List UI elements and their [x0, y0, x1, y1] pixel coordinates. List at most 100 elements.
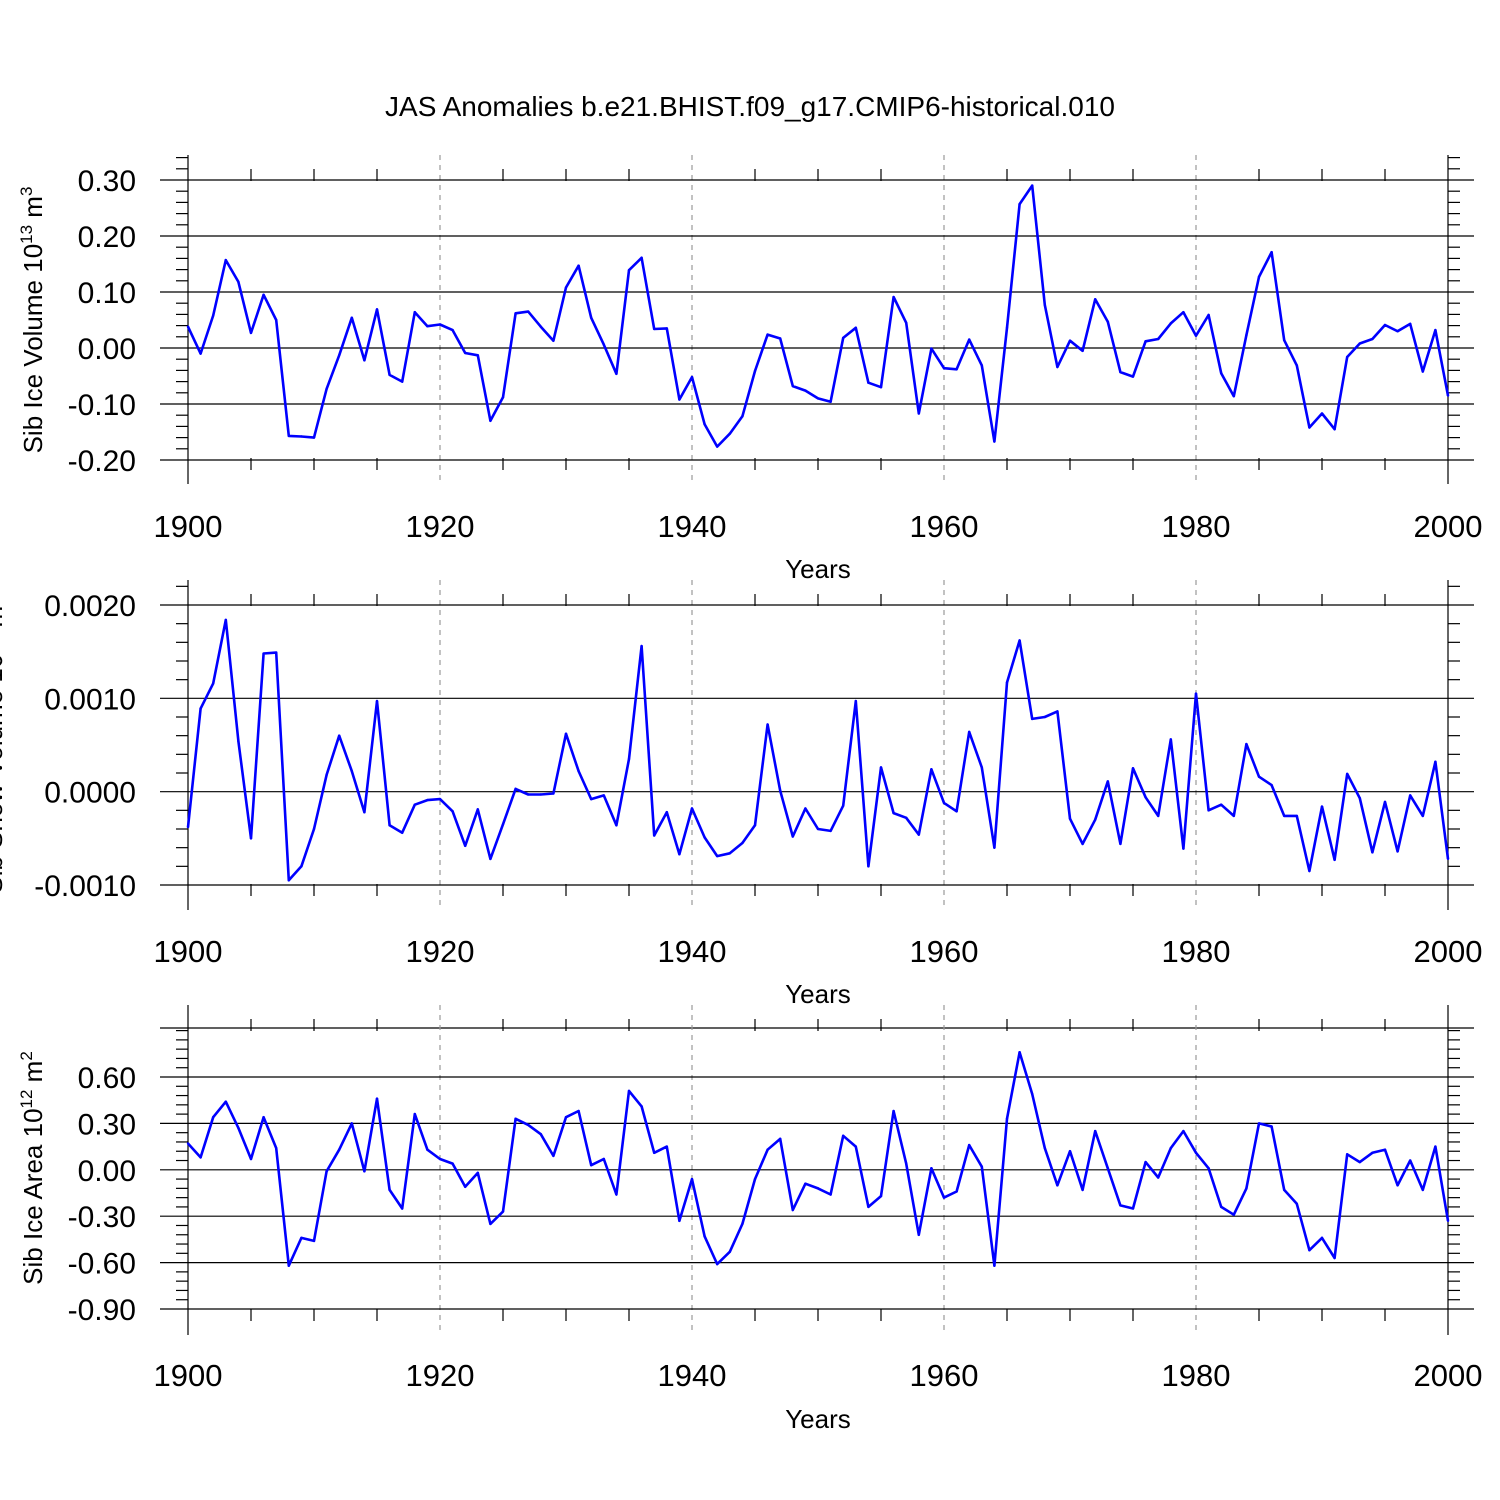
data-point [1434, 1145, 1437, 1148]
data-point [237, 280, 240, 284]
data-point [1106, 1167, 1110, 1170]
y-tick-label: -0.60 [68, 1248, 136, 1281]
data-point [1358, 1160, 1362, 1164]
data-point [590, 316, 593, 319]
data-point [1119, 1204, 1122, 1207]
data-point [577, 769, 580, 773]
data-point [1346, 355, 1349, 359]
data-point [1283, 1188, 1286, 1192]
data-point [552, 792, 555, 795]
x-tick-label: 1920 [406, 509, 475, 544]
data-point [955, 1190, 958, 1193]
data-point [678, 1219, 681, 1223]
data-point [829, 1193, 832, 1196]
data-point [741, 841, 744, 845]
data-point [388, 824, 391, 827]
data-point [1308, 1249, 1311, 1252]
data-point [1157, 814, 1160, 818]
data-point [753, 1177, 757, 1181]
data-point [438, 797, 442, 801]
x-tick-label: 1940 [658, 509, 727, 544]
data-point [955, 368, 958, 371]
x-tick-label: 1980 [1162, 934, 1231, 969]
data-point [703, 836, 706, 839]
data-point [804, 389, 807, 392]
data-point [942, 366, 946, 370]
data-point [451, 328, 454, 332]
data-point [1169, 1146, 1173, 1150]
data-point [930, 1167, 933, 1170]
data-point [1346, 772, 1349, 776]
series-line [186, 618, 1450, 882]
data-point [476, 354, 479, 357]
data-point [1371, 1151, 1374, 1154]
data-point [627, 757, 631, 761]
data-point [942, 801, 946, 805]
data-point [766, 1148, 769, 1151]
chart-title: JAS Anomalies b.e21.BHIST.f09_g17.CMIP6-… [385, 91, 1115, 122]
data-point [1182, 1129, 1185, 1133]
data-point [300, 1236, 303, 1240]
data-point [1182, 310, 1185, 314]
data-point [338, 354, 341, 357]
panel-3: -0.90 -0.60 -0.30 0.00 0.30 0.60 1900 1920 1940 1… [17, 1005, 1482, 1434]
x-tick-label: 1960 [910, 934, 979, 969]
y-tick-label: -0.10 [68, 389, 136, 422]
data-point [690, 1177, 694, 1181]
data-point [262, 1116, 265, 1119]
data-point [879, 1194, 883, 1198]
data-point [1346, 1153, 1349, 1156]
data-point [1295, 364, 1299, 367]
data-point [1446, 1219, 1450, 1223]
data-point [1157, 1176, 1160, 1179]
data-point [615, 372, 618, 375]
data-point [287, 1264, 290, 1267]
data-point [275, 318, 278, 322]
data-point [1182, 847, 1185, 850]
data-point [312, 827, 316, 831]
series-line [186, 184, 1450, 448]
data-point [224, 618, 227, 622]
data-point [1333, 1256, 1336, 1260]
data-point [564, 286, 568, 289]
data-point [791, 384, 794, 388]
data-point [1031, 184, 1034, 187]
data-point [451, 810, 454, 813]
data-point [728, 1250, 731, 1253]
data-point [186, 325, 190, 328]
data-point [615, 824, 618, 827]
data-point [917, 1233, 920, 1236]
y-axis-label: Sib Ice Volume 1013 m3 [17, 187, 48, 454]
data-point [552, 339, 555, 342]
data-point [1131, 1207, 1135, 1210]
data-point [476, 808, 479, 811]
data-point [325, 773, 328, 777]
data-point [1257, 775, 1261, 778]
y-tick-label: 0.00 [78, 1155, 136, 1188]
data-point [842, 336, 845, 340]
data-point [804, 1182, 807, 1185]
chart-panels: -0.20 -0.10 0.00 0.10 0.20 0.30 1900 1920 1940 19… [0, 155, 1482, 1434]
data-point [1270, 783, 1273, 787]
data-point [476, 1171, 479, 1175]
x-tick-label: 1980 [1162, 1358, 1231, 1393]
data-point [640, 644, 643, 648]
data-point [527, 1123, 530, 1127]
data-point [1220, 1205, 1223, 1209]
data-point [1245, 742, 1248, 746]
data-point [1383, 323, 1387, 327]
data-point [527, 310, 530, 313]
data-point [1295, 814, 1299, 818]
x-tick-label: 1960 [910, 1358, 979, 1393]
data-point [426, 798, 429, 802]
data-point [249, 331, 253, 335]
data-point [867, 865, 870, 868]
data-point [438, 1157, 442, 1161]
data-point [514, 787, 517, 791]
data-point [1245, 1187, 1248, 1190]
data-point [665, 811, 668, 814]
data-point [438, 323, 442, 326]
data-point [980, 364, 983, 367]
y-tick-label: 0.0020 [44, 590, 136, 623]
data-point [1081, 842, 1084, 846]
